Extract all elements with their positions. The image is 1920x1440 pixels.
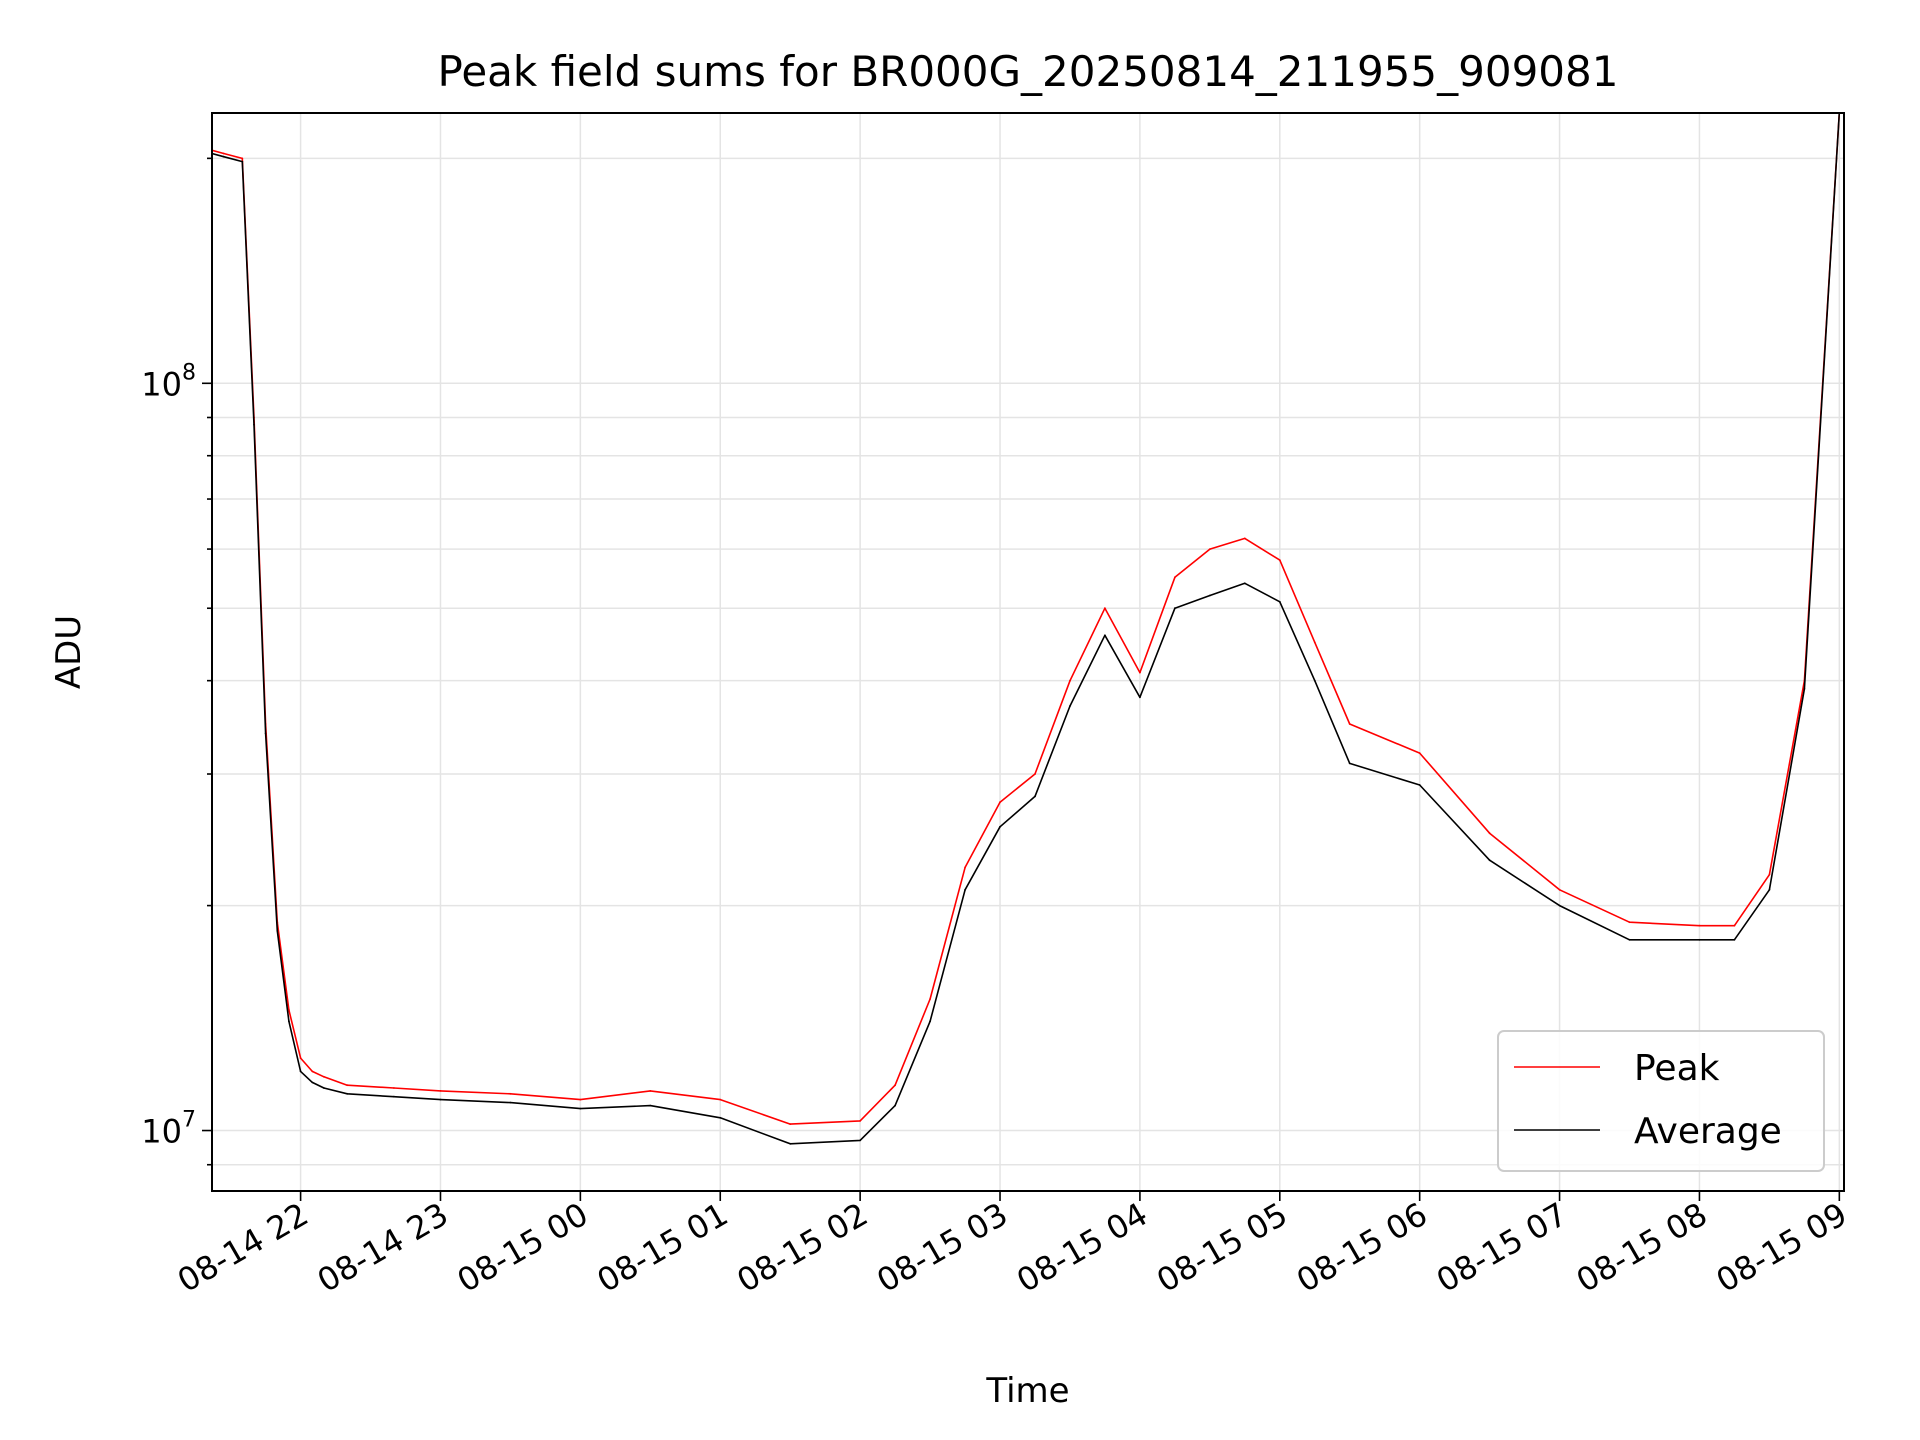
data-point-average — [253, 423, 255, 426]
data-point-average — [579, 1107, 582, 1110]
data-point-average — [789, 1142, 792, 1145]
y-tick-label: 107 — [141, 1108, 196, 1151]
data-point-peak — [1418, 752, 1421, 754]
data-point-average — [276, 930, 279, 932]
data-point-peak — [323, 1075, 325, 1078]
data-point-average — [1558, 904, 1561, 907]
data-point-peak — [1768, 873, 1771, 876]
data-point-peak — [393, 1087, 395, 1089]
data-point-peak — [439, 1090, 442, 1092]
data-point-average — [1733, 938, 1736, 941]
data-point-average — [509, 1101, 512, 1104]
data-point-peak — [1628, 921, 1631, 924]
data-point-average — [649, 1104, 652, 1107]
data-point-peak — [311, 1070, 314, 1073]
data-point-average — [393, 1095, 395, 1098]
data-point-average — [1278, 600, 1281, 603]
data-point-average — [1069, 705, 1071, 707]
data-point-average — [1348, 762, 1351, 765]
data-point-average — [241, 160, 244, 163]
series-line-peak — [212, 113, 1841, 1125]
data-point-peak — [1698, 924, 1701, 927]
data-point-average — [719, 1116, 722, 1119]
data-point-peak — [894, 1084, 896, 1087]
data-point-average — [1139, 696, 1141, 699]
data-point-peak — [1209, 548, 1211, 550]
data-point-average — [323, 1087, 325, 1089]
data-point-average — [1418, 784, 1421, 786]
data-point-average — [1104, 634, 1106, 637]
data-point-peak — [999, 801, 1001, 804]
data-point-peak — [346, 1084, 349, 1087]
data-point-peak — [1069, 679, 1071, 682]
data-point-average — [439, 1098, 442, 1101]
data-point-average — [859, 1139, 861, 1142]
data-point-average — [346, 1092, 349, 1095]
data-point-peak — [1104, 607, 1106, 610]
y-axis-label: ADU — [49, 615, 89, 689]
data-point-peak — [509, 1092, 512, 1095]
data-point-average — [299, 1070, 302, 1073]
data-point-peak — [299, 1057, 302, 1059]
data-point-average — [311, 1081, 314, 1084]
data-point-peak — [1733, 924, 1736, 927]
data-point-peak — [964, 866, 966, 869]
data-point-average — [964, 888, 966, 891]
y-tick-base: 10 — [141, 1113, 182, 1151]
grid — [212, 113, 1844, 1191]
data-point-peak — [579, 1098, 582, 1101]
x-axis-label: Time — [985, 1371, 1069, 1411]
chart-title: Peak field sums for BR000G_20250814_2119… — [438, 47, 1619, 96]
data-point-average — [1698, 938, 1701, 941]
data-point-average — [222, 155, 225, 158]
data-point-average — [264, 732, 267, 735]
plot-series — [212, 113, 1841, 1145]
data-point-peak — [789, 1123, 792, 1125]
data-point-average — [1488, 859, 1491, 862]
data-point-peak — [719, 1098, 722, 1101]
data-point-peak — [1139, 671, 1141, 674]
data-point-peak — [859, 1120, 861, 1122]
y-tick-exponent: 8 — [182, 360, 196, 385]
y-tick-exponent: 7 — [182, 1108, 196, 1133]
data-point-peak — [1558, 888, 1561, 891]
data-point-average — [999, 825, 1001, 828]
data-point-average — [1174, 607, 1176, 610]
data-point-peak — [1174, 576, 1176, 579]
data-point-peak — [1243, 537, 1246, 540]
data-point-average — [894, 1104, 896, 1107]
legend: Peak Average — [1497, 1030, 1825, 1172]
legend-label-average: Average — [1634, 1111, 1782, 1152]
legend-label-peak: Peak — [1634, 1048, 1720, 1089]
data-point-average — [288, 1020, 290, 1023]
data-point-peak — [1348, 723, 1351, 725]
data-point-average — [1313, 679, 1316, 682]
data-point-peak — [1488, 832, 1491, 835]
data-point-average — [929, 1020, 931, 1023]
plot-frame — [211, 112, 1845, 1192]
y-tick-label: 108 — [141, 360, 196, 403]
data-point-average — [1803, 688, 1806, 690]
legend-box — [1497, 1030, 1825, 1172]
data-point-peak — [649, 1090, 652, 1092]
data-point-average — [1768, 888, 1771, 891]
data-point-average — [1209, 594, 1211, 597]
series-line-average — [212, 113, 1841, 1145]
data-point-peak — [1278, 559, 1281, 561]
data-point-peak — [929, 998, 931, 1000]
data-point-peak — [1313, 641, 1316, 644]
data-point-average — [1243, 582, 1246, 585]
y-tick-base: 10 — [141, 365, 182, 403]
data-point-peak — [241, 157, 244, 160]
data-point-peak — [222, 152, 225, 155]
data-point-average — [1034, 795, 1036, 798]
data-point-average — [1628, 938, 1631, 941]
data-point-peak — [1034, 773, 1036, 775]
data-point-peak — [288, 1009, 290, 1011]
